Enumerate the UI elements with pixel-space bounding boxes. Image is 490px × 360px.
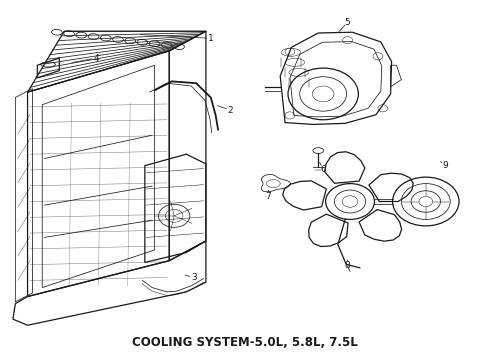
Text: 6: 6 <box>320 165 326 174</box>
Text: 9: 9 <box>442 161 448 170</box>
Text: 8: 8 <box>345 261 350 270</box>
Text: COOLING SYSTEM-5.0L, 5.8L, 7.5L: COOLING SYSTEM-5.0L, 5.8L, 7.5L <box>132 336 358 348</box>
Text: 5: 5 <box>345 18 350 27</box>
Text: 3: 3 <box>191 273 196 282</box>
Text: 1: 1 <box>208 34 214 43</box>
Text: 2: 2 <box>227 105 233 114</box>
Text: 4: 4 <box>93 54 99 63</box>
Text: 7: 7 <box>266 192 271 201</box>
